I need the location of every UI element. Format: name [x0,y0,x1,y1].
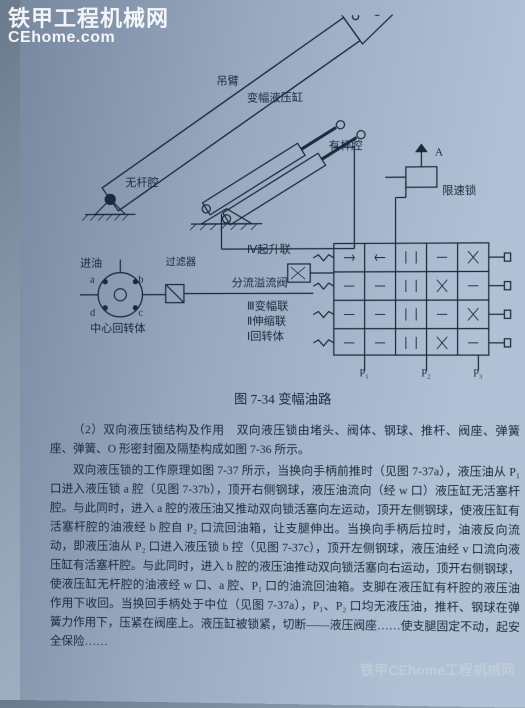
watermark-cn: 铁甲工程机械网 [8,8,169,30]
label-port-p3: P₃ [473,368,482,379]
label-port-p2: P₂ [421,368,430,379]
label-luffing-unit: Ⅲ变幅联 [247,297,288,313]
label-port-b: b [138,275,143,286]
label-port-a2: A [435,146,443,158]
watermark-en: CEhome.com [8,30,169,46]
watermark-bottom-right: 铁甲CEhome工程机械网 [360,660,515,680]
label-luffing-cylinder: 变幅液压缸 [247,89,303,106]
label-oil-inlet: 进油 [80,255,102,271]
figure-caption: 图 7-34 变幅油路 [50,388,520,408]
label-port-d: d [90,308,95,319]
label-filter: 过滤器 [166,257,196,268]
label-rodless-chamber: 无杆腔 [125,174,158,190]
book-page: 吊臂 变幅液压缸 有杆腔 无杆腔 限速锁 A 进油 过滤器 中心回转体 a b … [20,0,525,708]
paragraph-1: （2）双向液压锁结构及作用 双向液压锁由堵头、阀体、钢球、推杆、阀座、弹簧座、弹… [50,421,520,461]
label-extend-unit: Ⅱ伸缩联 [247,313,286,329]
label-speed-limit-lock: 限速锁 [442,182,476,199]
paragraph-2: 双向液压锁的工作原理如图 7-37 所示，当换向手柄前推时（见图 7-37a），… [50,461,520,657]
hydraulic-diagram: 吊臂 变幅液压缸 有杆腔 无杆腔 限速锁 A 进油 过滤器 中心回转体 a b … [50,13,520,381]
body-text: （2）双向液压锁结构及作用 双向液压锁由堵头、阀体、钢球、推杆、阀座、弹簧座、弹… [50,421,520,657]
label-diverter-relief: 分流溢流阀 [232,274,288,290]
label-swivel-unit: Ⅰ回转体 [247,328,284,344]
label-center-swivel: 中心回转体 [90,320,145,336]
watermark-top-left: 铁甲工程机械网 CEhome.com [8,8,169,46]
label-port-a: a [90,275,94,286]
label-rod-chamber: 有杆腔 [329,137,363,154]
label-boom: 吊臂 [216,72,238,88]
label-port-c: c [138,308,142,319]
label-port-p1: P₁ [360,368,369,379]
label-lift-unit: Ⅳ起升联 [247,241,291,257]
